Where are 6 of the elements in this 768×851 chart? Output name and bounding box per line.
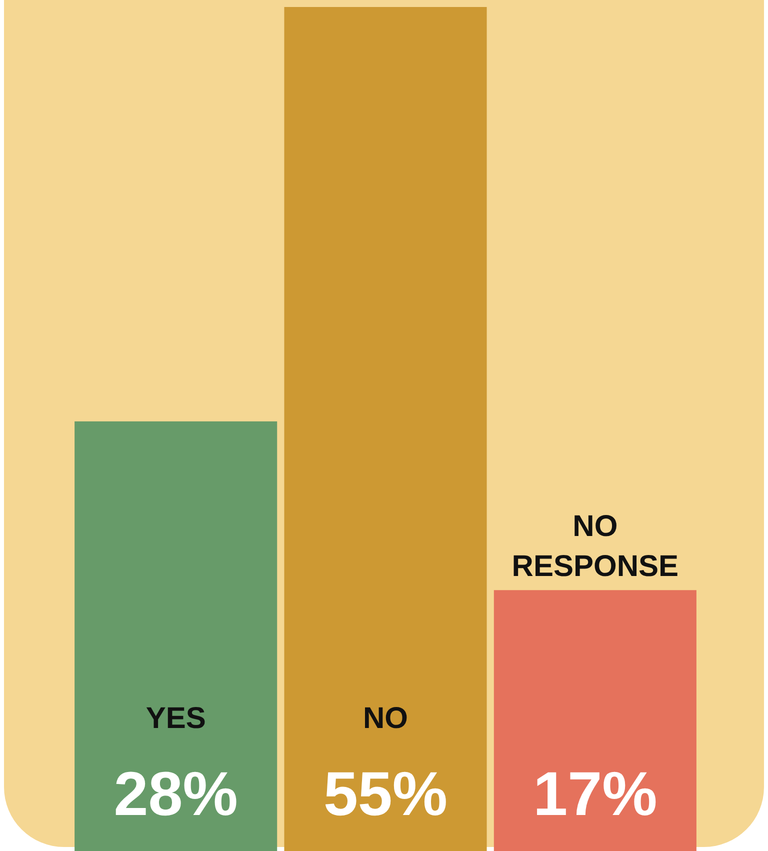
x-tick-label: NO RESPONSE [512, 510, 679, 584]
x-tick-label: YES [146, 702, 206, 735]
data-label: 28% [114, 760, 238, 829]
data-label: 17% [533, 760, 658, 829]
data-label: 55% [323, 760, 448, 829]
x-tick-label: NO [363, 702, 408, 735]
